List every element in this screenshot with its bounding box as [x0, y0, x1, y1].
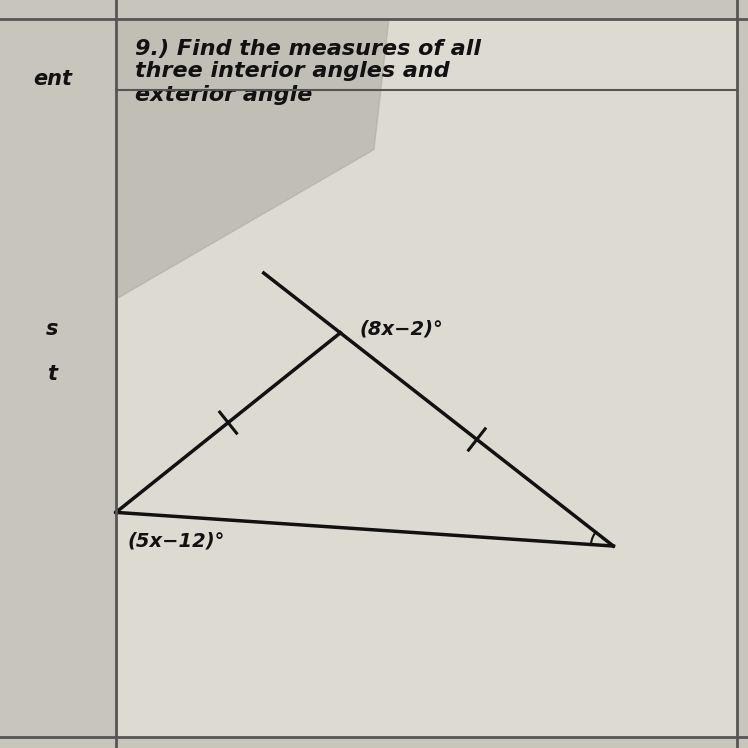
- Bar: [0, 0, 116, 748]
- Text: three interior angles and: three interior angles and: [135, 61, 450, 81]
- Polygon shape: [116, 19, 389, 299]
- Text: exterior angle: exterior angle: [135, 85, 312, 105]
- Bar: [116, 19, 737, 737]
- Text: (8x−2)°: (8x−2)°: [359, 319, 443, 339]
- Text: s: s: [46, 319, 58, 339]
- Text: t: t: [47, 364, 58, 384]
- Text: 9.) Find the measures of all: 9.) Find the measures of all: [135, 39, 481, 58]
- Text: (5x−12)°: (5x−12)°: [127, 531, 224, 550]
- Text: ent: ent: [33, 69, 72, 88]
